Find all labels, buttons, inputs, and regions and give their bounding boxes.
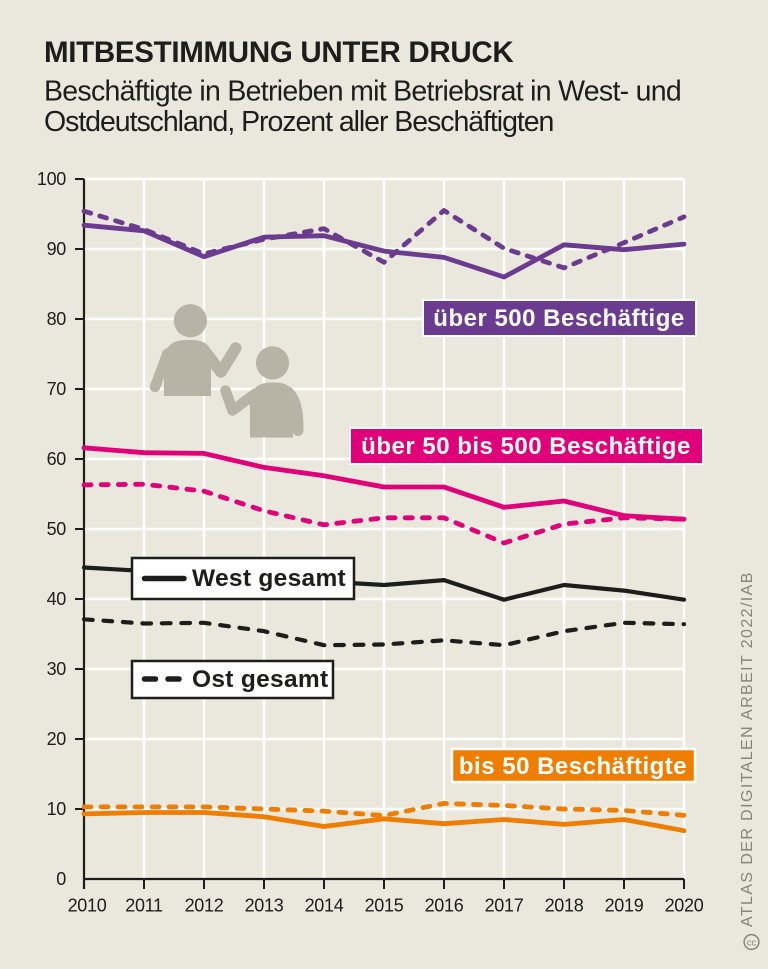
svg-text:2014: 2014 [305,896,344,916]
svg-text:70: 70 [47,379,67,399]
svg-text:2010: 2010 [68,896,107,916]
svg-text:Ostdeutschland, Prozent aller: Ostdeutschland, Prozent aller Beschäftig… [44,106,553,138]
svg-text:90: 90 [47,239,67,259]
svg-text:bis 50 Beschäftigte: bis 50 Beschäftigte [459,753,687,780]
svg-text:20: 20 [47,729,67,749]
svg-text:2015: 2015 [365,896,404,916]
svg-text:2020: 2020 [665,896,704,916]
svg-text:2013: 2013 [245,896,284,916]
svg-text:ATLAS DER DIGITALEN ARBEIT 202: ATLAS DER DIGITALEN ARBEIT 2022/IAB [739,571,756,927]
svg-text:West gesamt: West gesamt [192,565,346,592]
svg-text:10: 10 [47,799,67,819]
svg-text:2012: 2012 [185,896,224,916]
svg-text:2016: 2016 [425,896,464,916]
svg-text:MITBESTIMMUNG UNTER DRUCK: MITBESTIMMUNG UNTER DRUCK [44,36,514,69]
svg-text:über 500 Beschäftige: über 500 Beschäftige [433,305,684,332]
svg-text:30: 30 [47,659,67,679]
svg-text:80: 80 [47,309,67,329]
svg-text:2018: 2018 [545,896,584,916]
svg-text:Beschäftigte in Betrieben mit: Beschäftigte in Betrieben mit Betriebsra… [44,76,681,108]
svg-text:60: 60 [47,449,67,469]
svg-text:100: 100 [37,169,66,189]
svg-text:0: 0 [56,869,66,889]
svg-text:Ost gesamt: Ost gesamt [192,666,328,693]
svg-text:2017: 2017 [485,896,524,916]
svg-text:2019: 2019 [605,896,644,916]
svg-text:über 50 bis 500 Beschäftige: über 50 bis 500 Beschäftige [361,433,691,460]
svg-text:cc: cc [747,938,757,949]
svg-text:50: 50 [47,519,67,539]
svg-text:40: 40 [47,589,67,609]
svg-text:2011: 2011 [125,896,163,916]
